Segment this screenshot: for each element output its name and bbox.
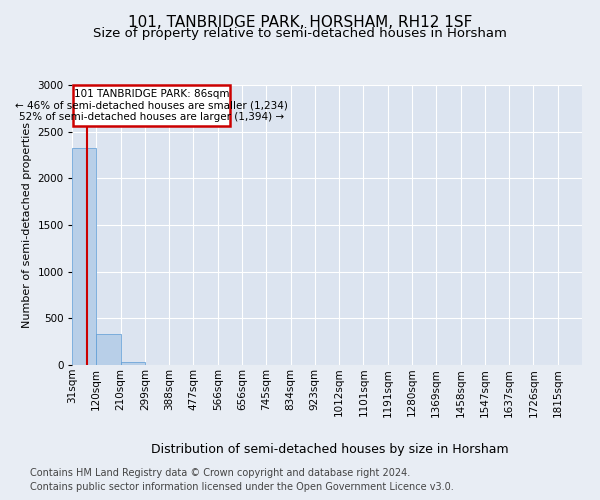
Bar [72,148,96,365]
Bar [96,334,121,365]
Text: 101, TANBRIDGE PARK, HORSHAM, RH12 1SF: 101, TANBRIDGE PARK, HORSHAM, RH12 1SF [128,15,472,30]
Y-axis label: Number of semi-detached properties: Number of semi-detached properties [22,122,32,328]
FancyBboxPatch shape [73,85,230,126]
Text: Contains public sector information licensed under the Open Government Licence v3: Contains public sector information licen… [30,482,454,492]
Text: Contains HM Land Registry data © Crown copyright and database right 2024.: Contains HM Land Registry data © Crown c… [30,468,410,477]
Text: Distribution of semi-detached houses by size in Horsham: Distribution of semi-detached houses by … [151,442,509,456]
Bar [121,362,145,365]
Text: Size of property relative to semi-detached houses in Horsham: Size of property relative to semi-detach… [93,28,507,40]
Text: 101 TANBRIDGE PARK: 86sqm
← 46% of semi-detached houses are smaller (1,234)
52% : 101 TANBRIDGE PARK: 86sqm ← 46% of semi-… [15,89,288,122]
